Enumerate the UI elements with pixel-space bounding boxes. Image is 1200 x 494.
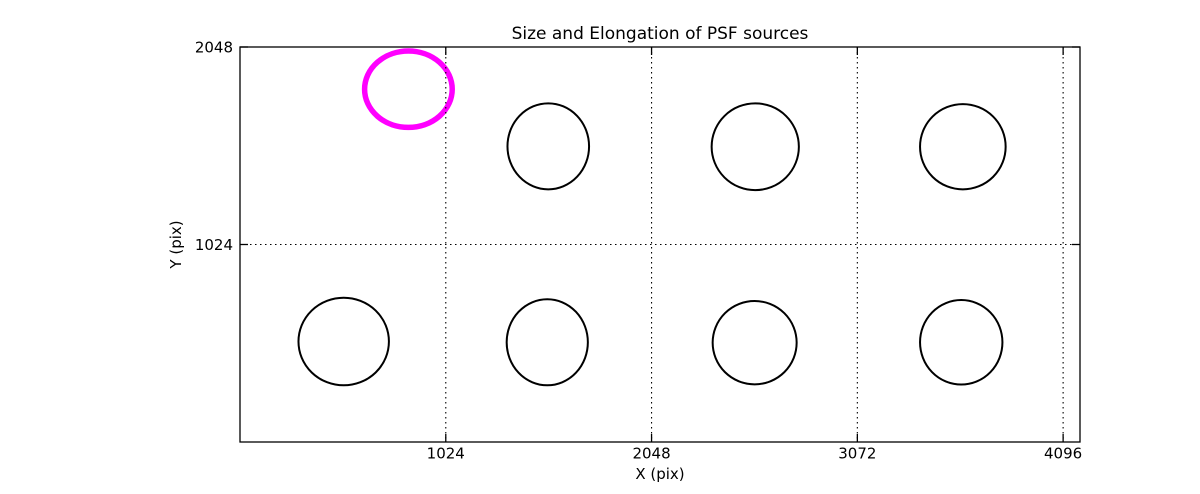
psf-source-ellipse [919,103,1007,191]
psf-source-ellipse-flagged [361,48,455,131]
y-axis-label: Y (pix) [167,220,185,269]
x-tick-label: 3072 [838,445,876,463]
y-tick-label: 1024 [195,236,233,254]
psf-source-ellipse [919,299,1004,386]
y-tick-label: 2048 [195,38,233,56]
x-tick-label: 4096 [1044,445,1082,463]
psf-source-ellipse [505,298,589,387]
psf-source-ellipse [506,102,591,191]
axes-frame [239,46,1081,443]
tick-labels: 1024 2048 3072 4096 1024 2048 [195,38,1082,462]
psf-source-ellipse [710,102,800,192]
x-tick-label: 1024 [427,445,465,463]
plot-area: 1024 2048 3072 4096 1024 2048 [195,38,1082,462]
psf-source-ellipse [711,300,798,386]
psf-source-ellipse [297,296,390,387]
x-axis-label: X (pix) [635,465,684,483]
psf-sources [297,48,1007,387]
x-tick-label: 2048 [632,445,670,463]
chart-title: Size and Elongation of PSF sources [512,24,809,44]
